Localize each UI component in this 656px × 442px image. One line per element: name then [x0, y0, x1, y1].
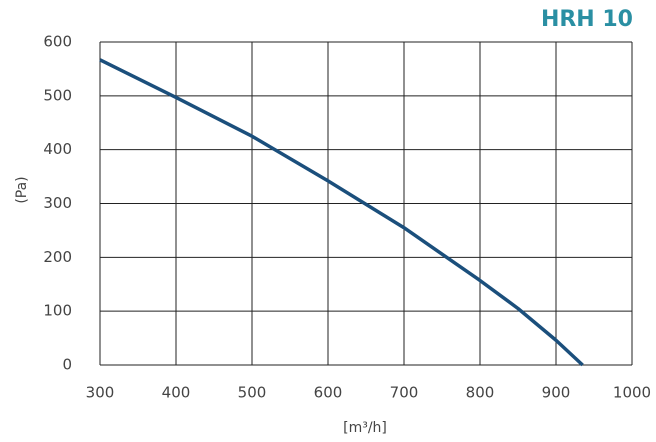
- y-axis-label: (Pa): [14, 176, 30, 203]
- y-tick-label: 300: [43, 194, 72, 212]
- y-tick-label: 500: [43, 86, 72, 104]
- y-tick-label: 0: [62, 356, 72, 374]
- y-tick-label: 600: [43, 33, 72, 51]
- x-tick-label: 1000: [613, 384, 651, 402]
- x-tick-label: 800: [466, 384, 495, 402]
- chart-title: HRH 10: [541, 7, 633, 32]
- x-tick-label: 600: [314, 384, 343, 402]
- y-tick-label: 400: [43, 140, 72, 158]
- x-tick-label: 400: [162, 384, 191, 402]
- y-tick-label: 200: [43, 248, 72, 266]
- data-line: [99, 58, 584, 367]
- y-tick-label: 100: [43, 302, 72, 320]
- x-tick-label: 500: [238, 384, 267, 402]
- x-tick-label: 300: [86, 384, 115, 402]
- x-tick-label: 900: [542, 384, 571, 402]
- x-tick-label: 700: [390, 384, 419, 402]
- x-axis-label: [m³/h]: [343, 420, 387, 436]
